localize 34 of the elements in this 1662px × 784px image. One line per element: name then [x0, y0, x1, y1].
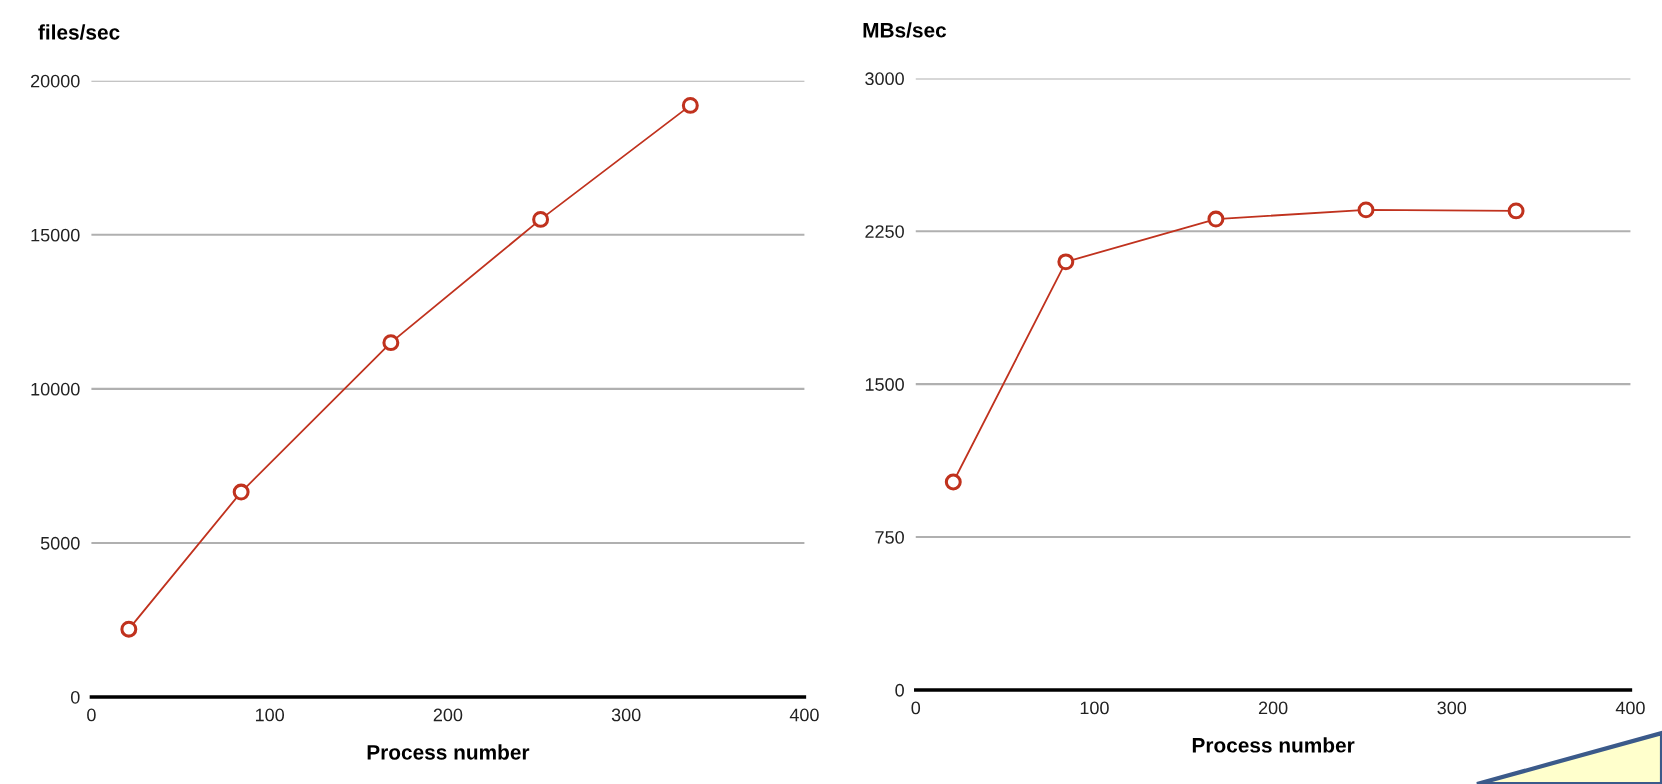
- x-tick-label: 200: [433, 708, 463, 722]
- point: [1507, 202, 1525, 220]
- y-tick-label: 20000: [31, 74, 80, 88]
- x-axis-title: Process number: [367, 744, 530, 760]
- y-tick-label: 0: [70, 690, 80, 704]
- point: [1207, 210, 1225, 228]
- x-tick-label: 400: [1615, 701, 1645, 715]
- y-tick-label: 3000: [865, 72, 904, 86]
- x-tick-label: 100: [255, 708, 285, 722]
- y-tick-label: 10000: [31, 382, 80, 396]
- x-tick-label: 400: [789, 708, 819, 722]
- y-tick-label: 0: [895, 683, 904, 697]
- x-axis-title: Process number: [1192, 737, 1355, 753]
- y-tick-label: 750: [875, 530, 904, 544]
- point: [120, 620, 138, 638]
- point: [382, 334, 400, 352]
- y-axis-title: files/sec: [38, 24, 120, 40]
- x-tick-label: 100: [1080, 701, 1109, 715]
- point: [681, 96, 699, 114]
- x-tick-label: 300: [1437, 701, 1467, 715]
- point: [1057, 253, 1075, 271]
- point: [232, 483, 250, 501]
- x-tick-label: 200: [1258, 701, 1288, 715]
- point: [1357, 201, 1375, 219]
- point: [532, 210, 550, 228]
- y-tick-label: 5000: [40, 536, 80, 550]
- y-tick-label: 15000: [31, 228, 80, 242]
- y-axis-title: MBs/sec: [863, 22, 947, 38]
- x-tick-label: 0: [911, 701, 921, 715]
- y-tick-label: 2250: [865, 225, 904, 238]
- point: [944, 473, 962, 491]
- x-tick-label: 300: [611, 708, 641, 722]
- y-tick-label: 1500: [865, 378, 904, 391]
- x-tick-label: 0: [87, 708, 96, 722]
